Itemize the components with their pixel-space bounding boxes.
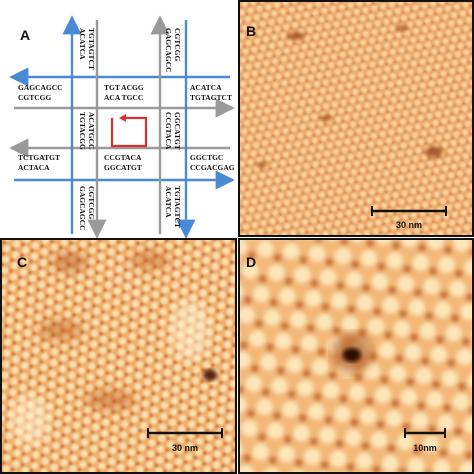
label-bg bbox=[101, 151, 156, 177]
dna-sequence: GAGCAGCC bbox=[18, 83, 63, 92]
label-bg bbox=[101, 80, 156, 105]
panel-border bbox=[0, 238, 237, 474]
dna-sequence: GGCTGC bbox=[190, 153, 223, 162]
defect bbox=[343, 348, 361, 362]
dna-sequence: ACA TGCC bbox=[104, 93, 143, 102]
dna-sequence: TGTAGTCT bbox=[87, 28, 96, 70]
dna-sequence: ACATCA bbox=[78, 28, 87, 60]
dna-sequence: ACTACA bbox=[18, 163, 50, 172]
panel-label: C bbox=[17, 254, 27, 270]
panel-border bbox=[238, 0, 474, 237]
red-strand bbox=[110, 116, 148, 148]
scale-label: 30 nm bbox=[172, 443, 198, 453]
dna-sequence: CGTCGG bbox=[18, 93, 52, 102]
dna-sequence: TGTAGTCT bbox=[190, 93, 232, 102]
panel-a: A ACATCA TGTAGTCT GAGCAGCC CGTCGGGAGCAGCCCG… bbox=[9, 15, 235, 239]
panel-label: B bbox=[246, 23, 256, 39]
dna-sequence: GGCATGT bbox=[173, 112, 182, 150]
dna-sequence: ACATCA bbox=[164, 186, 173, 218]
dna-sequence: TCTGATGT bbox=[18, 153, 60, 162]
dna-sequence: ACATGCC bbox=[87, 112, 96, 149]
afm-image bbox=[238, 0, 474, 237]
panel-b bbox=[238, 0, 474, 237]
panel-label: D bbox=[246, 254, 256, 270]
panel-d bbox=[238, 238, 474, 474]
label-bg bbox=[75, 111, 94, 145]
dna-sequence: CCGACGAG bbox=[190, 163, 235, 172]
dna-sequence: CCGTACA bbox=[104, 153, 142, 162]
dna-sequence: TGT ACGG bbox=[104, 83, 144, 92]
dna-sequence: TGTACGG bbox=[78, 112, 87, 150]
panel-border bbox=[238, 238, 474, 474]
scale-label: 10nm bbox=[413, 443, 437, 453]
dna-sequence: GGCATGT bbox=[104, 163, 142, 172]
dna-sequence: CGTCGG bbox=[173, 28, 182, 62]
label-bg bbox=[163, 111, 183, 145]
defect bbox=[203, 369, 217, 381]
dna-sequence: CGTCGG bbox=[87, 186, 96, 220]
red-arrow bbox=[119, 114, 126, 122]
dna-sequence: CCGTACA bbox=[164, 112, 173, 150]
dna-sequence: GAGCAGCC bbox=[78, 186, 87, 231]
dna-sequence: TGTAGTCT bbox=[173, 186, 182, 228]
scale-label: 30 nm bbox=[396, 220, 422, 230]
dna-sequence: ACATCA bbox=[190, 83, 222, 92]
dna-sequence: GAGCAGCC bbox=[164, 28, 173, 73]
panel-c bbox=[0, 238, 237, 474]
panel-label: A bbox=[20, 27, 30, 43]
